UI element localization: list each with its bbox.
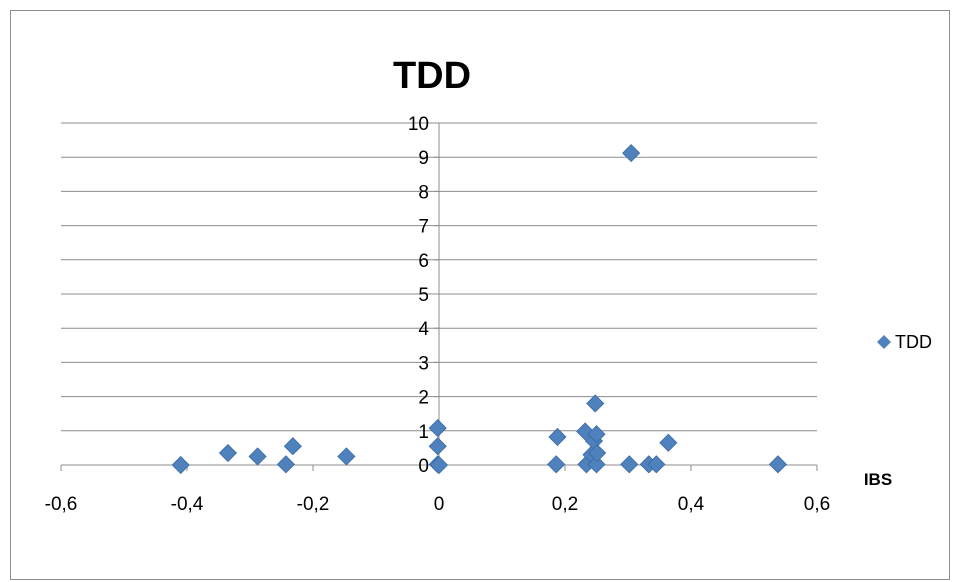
y-tick-label: 8 (418, 182, 429, 203)
data-point (659, 433, 678, 452)
data-point (647, 455, 666, 474)
y-tick-label: 2 (418, 388, 429, 409)
data-point (276, 455, 295, 474)
data-point (171, 455, 190, 475)
y-tick-label: 3 (418, 353, 429, 374)
y-tick-label: 0 (418, 456, 429, 477)
legend: TDD (877, 332, 932, 352)
x-tick-label: 0,2 (552, 494, 578, 515)
data-point (283, 437, 302, 456)
x-tick-label: 0,6 (804, 494, 830, 515)
x-tick-label: -0,4 (171, 494, 204, 515)
data-point (588, 443, 607, 463)
data-point (337, 447, 356, 466)
x-tick-label: 0 (434, 494, 445, 515)
x-tick-labels: -0,6 -0,4 -0,2 0 0,2 0,4 0,6 (45, 494, 831, 515)
data-point (620, 455, 639, 474)
y-tick-label: 9 (418, 148, 429, 169)
data-point (428, 418, 447, 438)
y-tick-label: 7 (418, 217, 429, 238)
y-tick-label: 5 (418, 285, 429, 306)
y-tick-label: 6 (418, 251, 429, 272)
legend-marker-tdd (877, 335, 891, 349)
x-tick-label: -0,6 (45, 494, 78, 515)
data-point (548, 427, 567, 447)
data-point (248, 447, 267, 466)
data-point (429, 455, 449, 475)
y-tick-label: 1 (418, 422, 429, 443)
data-point (547, 455, 566, 474)
data-point (768, 455, 788, 474)
axes (60, 122, 818, 471)
legend-label-tdd: TDD (895, 332, 932, 352)
x-tick-label: -0,2 (297, 494, 330, 515)
data-points (171, 144, 788, 475)
data-point (428, 437, 447, 456)
y-tick-labels: 0 1 2 3 4 5 6 7 8 9 10 (408, 114, 430, 477)
y-tick-label: 10 (408, 114, 429, 135)
data-point (586, 394, 605, 413)
data-point (587, 455, 606, 474)
chart-title: TDD (393, 55, 471, 97)
data-point (622, 144, 641, 163)
x-tick-label: 0,4 (678, 494, 705, 515)
data-point (587, 425, 606, 444)
y-tick-label: 4 (418, 319, 429, 340)
chart-frame (10, 10, 950, 580)
data-point (218, 443, 238, 463)
x-axis-title: IBS (864, 470, 892, 489)
